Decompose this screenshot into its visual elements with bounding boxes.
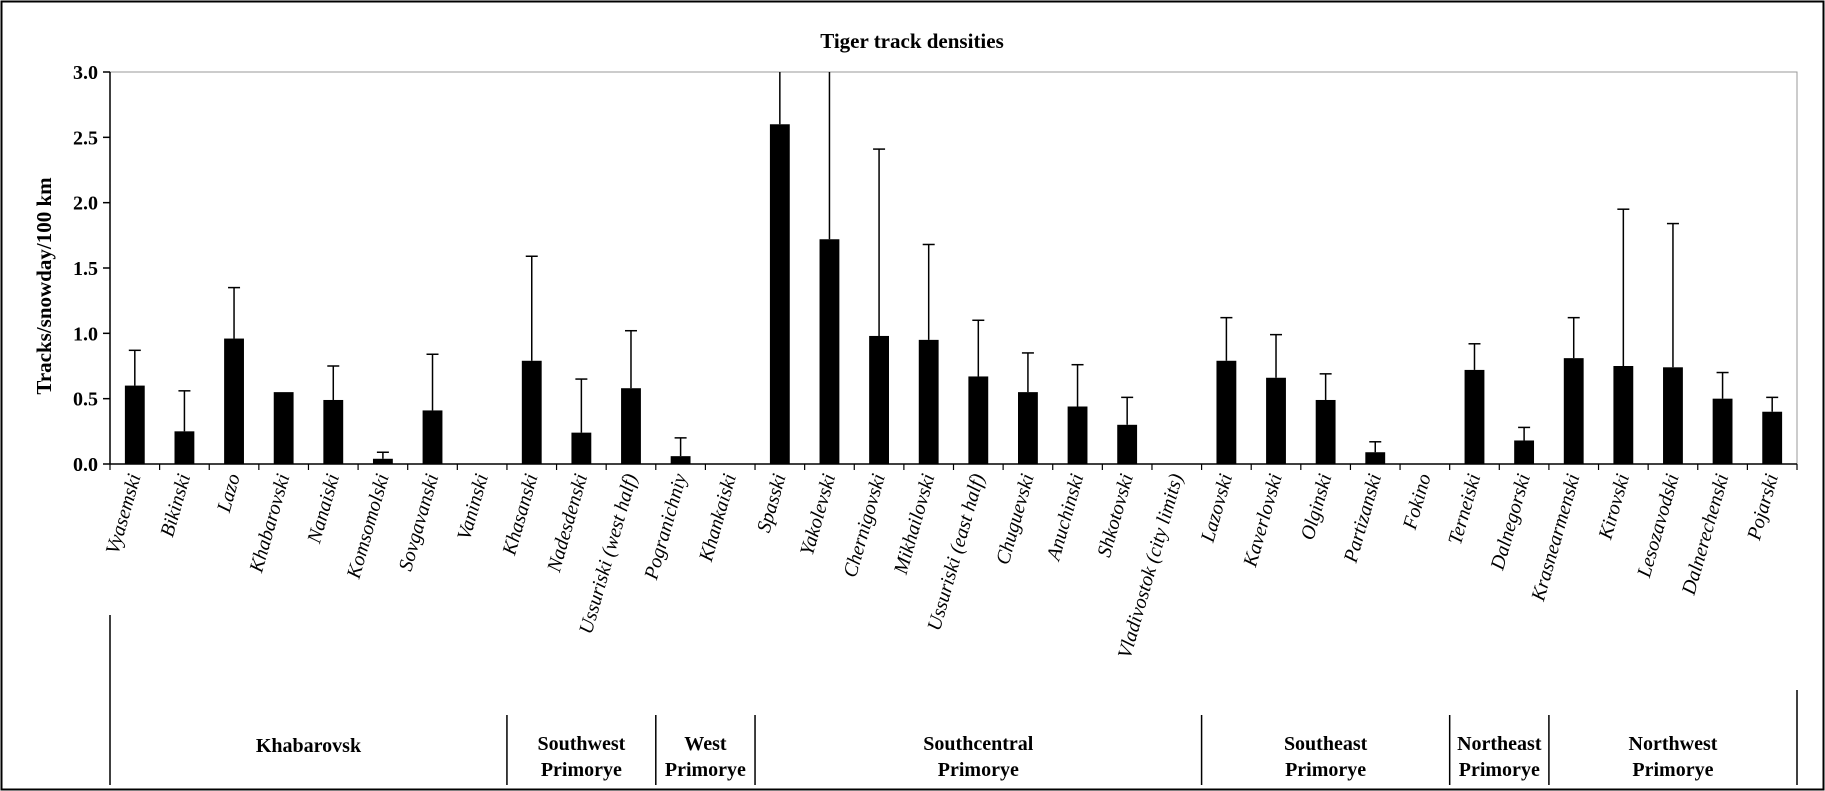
bar	[1563, 358, 1584, 464]
bar	[670, 456, 691, 464]
y-tick-label: 2.5	[73, 127, 98, 149]
region-label: Southeast	[1284, 733, 1368, 755]
bar	[124, 385, 145, 464]
bar	[1613, 366, 1634, 464]
region-label: Primorye	[1459, 759, 1540, 781]
bar	[1216, 360, 1237, 464]
bar	[174, 431, 195, 464]
bar	[968, 376, 989, 464]
error-bars	[128, 72, 1779, 459]
region-groups: Khabarovsk Southwest Primorye West Primorye S…	[109, 615, 1798, 785]
bar	[769, 124, 790, 465]
bar	[422, 410, 443, 464]
y-axis-label: Tracks/snowday/100 km	[32, 177, 56, 395]
bar	[1365, 452, 1386, 464]
region-label: Primorye	[1632, 759, 1713, 781]
region-label: Primorye	[1285, 759, 1366, 781]
y-tick-label: 2.0	[73, 193, 98, 215]
bar	[819, 239, 840, 464]
y-tick-label: 0.5	[73, 389, 98, 411]
bar	[1464, 369, 1485, 464]
bar	[1315, 399, 1336, 464]
bar	[1018, 392, 1038, 464]
y-tick-label: 1.5	[73, 258, 98, 280]
region-label: West	[684, 733, 727, 755]
bar	[273, 392, 294, 464]
y-tick-label: 1.0	[73, 323, 98, 345]
bar	[372, 458, 393, 464]
bar	[1117, 424, 1138, 464]
chart-title: Tiger track densities	[820, 29, 1004, 53]
bar	[323, 399, 344, 464]
y-tick-label: 0.0	[73, 454, 98, 476]
bar	[1712, 398, 1733, 464]
bar	[1266, 377, 1286, 464]
bar	[1762, 411, 1783, 464]
bar	[621, 388, 641, 464]
bar	[224, 338, 244, 464]
region-label: Khabarovsk	[256, 735, 362, 757]
bar	[1067, 406, 1088, 464]
y-tick-label: 3.0	[73, 62, 98, 84]
region-label: Northeast	[1457, 733, 1542, 755]
bar	[918, 339, 939, 464]
region-label: Southwest	[537, 733, 625, 755]
region-label: Southcentral	[923, 733, 1033, 755]
region-label: Primorye	[541, 759, 622, 781]
region-label: Northwest	[1629, 733, 1718, 755]
region-label: Primorye	[665, 759, 746, 781]
bar	[1663, 367, 1683, 464]
region-label: Primorye	[938, 759, 1019, 781]
bar	[869, 335, 889, 464]
bar	[521, 360, 542, 464]
bar	[1514, 440, 1535, 464]
bars	[124, 124, 1783, 465]
bar	[571, 432, 592, 464]
